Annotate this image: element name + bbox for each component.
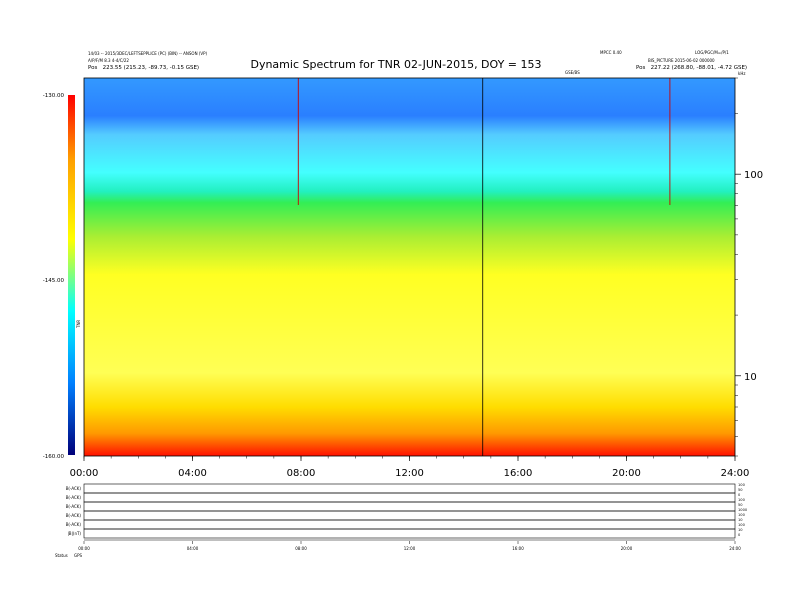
header-right-pos: Pos 227.22 (268.80, -88.01, -4.72 GSE) [636, 65, 747, 71]
subpanel-right-tick: 50 [738, 488, 743, 492]
status-flag: GPS [74, 553, 83, 558]
colorbar [68, 95, 75, 455]
pos-label: Pos [88, 65, 98, 71]
x-tick-label: 24:00 [721, 468, 750, 479]
subpanel-right-tick: 0 [738, 533, 741, 537]
subpanel-x-label: 20:00 [621, 546, 633, 551]
frequency-axis: 100 10 [735, 77, 763, 457]
colorbar-mid-label: -145.00 [43, 278, 65, 284]
header-right-line1b: LOG/PGC/M=/P/1 [695, 50, 729, 55]
subpanel-right-tick: 100 [738, 498, 746, 502]
subpanel-label: B(-ACK) [66, 522, 82, 527]
subpanel-label: B(-ACK) [66, 513, 82, 518]
subpanel-row [83, 492, 736, 503]
header-right-line2: BIS_PICTURE 2015-06-02 000000 [648, 58, 715, 63]
chart-title: Dynamic Spectrum for TNR 02-JUN-2015, DO… [250, 58, 542, 71]
header-left-line2: A/P/F/M 8.3 4-4/C/22 [88, 58, 129, 63]
subpanel-right-tick: 0 [738, 493, 741, 497]
subpanel-right-tick: 10 [738, 518, 743, 522]
subpanel-x-label: 12:00 [404, 546, 416, 551]
subpanel-row [83, 483, 736, 494]
y-tick-label: 10 [744, 372, 757, 383]
x-tick-label: 12:00 [395, 468, 424, 479]
spectrogram-features [297, 78, 671, 456]
subpanel-x-label: 16:00 [512, 546, 524, 551]
subpanel-label: B(-ACK) [66, 504, 82, 509]
subpanel-row [83, 519, 736, 530]
x-tick-label: 08:00 [287, 468, 316, 479]
subpanel-x-label: 08:00 [295, 546, 307, 551]
subpanel-label: B(-ACK) [66, 486, 82, 491]
subpanel-right-tick: 100 [738, 523, 746, 527]
subpanel-row [83, 501, 736, 512]
colorbar-bottom-label: -160.00 [43, 454, 65, 460]
subpanel-row [83, 510, 736, 521]
x-tick-label: 00:00 [70, 468, 99, 479]
status-label: Status [55, 553, 68, 558]
pos-value-right: 227.22 (268.80, -88.01, -4.72 GSE) [650, 65, 748, 71]
subpanel-right-tick: 50 [738, 503, 743, 507]
subpanel-right-tick: 100 [738, 513, 746, 517]
pos-value: 223.55 (215.23, -89.73, -0.15 GSE) [102, 65, 200, 71]
subpanel-label: B(-ACK) [66, 495, 82, 500]
colorbar-unit-label: TNR [76, 320, 81, 329]
subpanels: B(-ACK) B(-ACK) B(-ACK) B(-ACK) B(-ACK) |B|(n… [55, 483, 748, 558]
subpanel-row [83, 528, 736, 539]
subpanel-right-tick: 100 [738, 483, 746, 487]
subpanel-x-label: 00:00 [78, 546, 90, 551]
colorbar-top-label: -130.00 [43, 93, 65, 99]
spectrogram-area [84, 78, 735, 456]
subpanel-x-label: 24:00 [729, 546, 741, 551]
header-right-line1: MPCC 0.40 [600, 50, 622, 55]
header-left-pos: Pos 223.55 (215.23, -89.73, -0.15 GSE) [88, 65, 199, 71]
header-left-line1: 14/03 -- 2015/3DEC/LEFTSEPPLICE (PC) (BI… [88, 51, 208, 56]
subpanel-right-tick: 10 [738, 528, 743, 532]
subpanel-x-label: 04:00 [187, 546, 199, 551]
marker-label: GSE/BS [565, 70, 580, 75]
time-axis: 00:00 04:00 08:00 12:00 16:00 20:00 24:00 [70, 456, 750, 479]
pos-label-right: Pos [636, 65, 646, 71]
x-tick-label: 04:00 [178, 468, 207, 479]
subpanel-right-tick: 1000 [738, 508, 748, 512]
corner-khz-label: kHz [738, 71, 746, 76]
x-tick-label: 16:00 [504, 468, 533, 479]
y-tick-label: 100 [744, 170, 763, 181]
x-tick-label: 20:00 [612, 468, 641, 479]
subpanel-label: |B|(nT) [67, 531, 81, 536]
